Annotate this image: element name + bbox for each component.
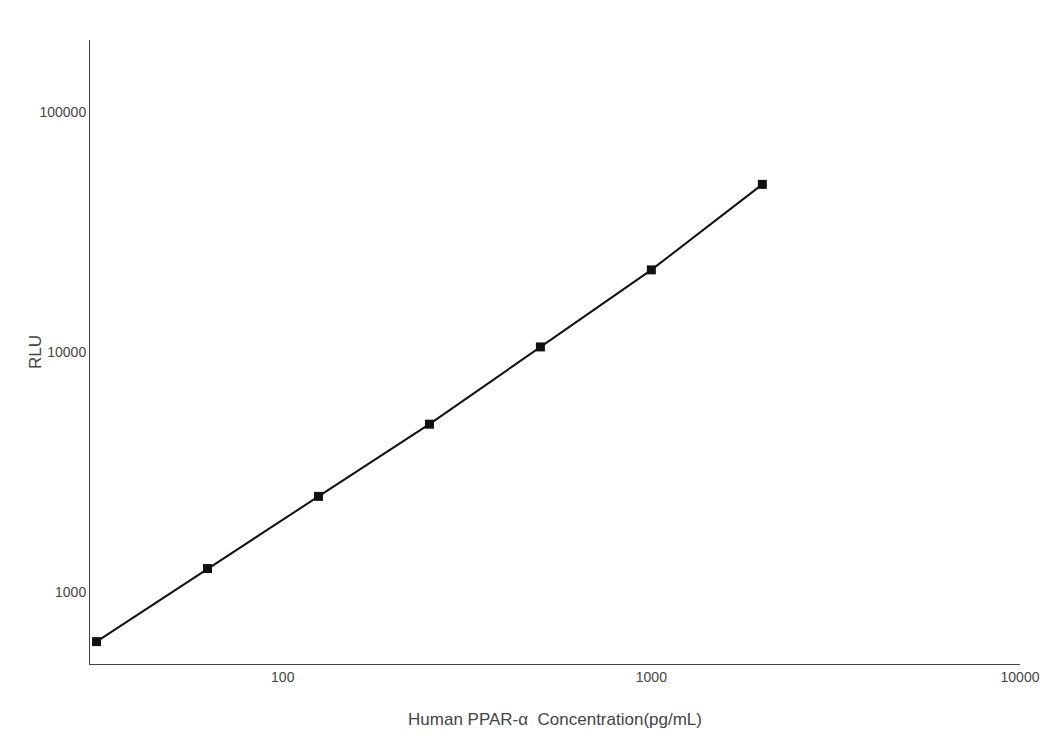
svg-text:1000: 1000 xyxy=(55,584,86,600)
svg-text:1000: 1000 xyxy=(636,669,667,685)
svg-text:100000: 100000 xyxy=(39,104,86,120)
svg-text:10000: 10000 xyxy=(1001,669,1040,685)
svg-text:10000: 10000 xyxy=(47,344,86,360)
svg-text:100: 100 xyxy=(271,669,295,685)
svg-text:Human PPAR-α Concentration(pg: Human PPAR-α Concentration(pg/mL) xyxy=(408,710,702,729)
svg-text:RLU: RLU xyxy=(26,335,45,369)
